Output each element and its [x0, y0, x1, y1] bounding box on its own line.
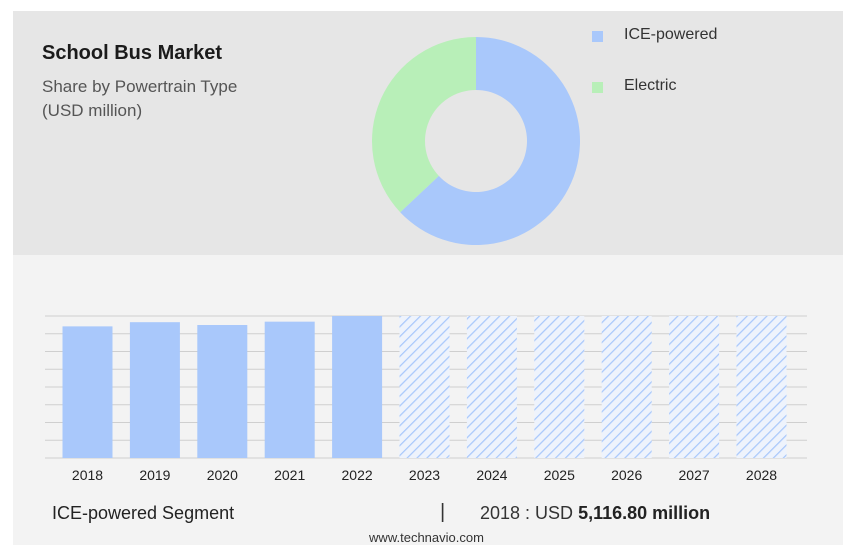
x-tick-2018: 2018 [72, 467, 103, 483]
bar-2021 [264, 321, 315, 458]
legend-label-electric: Electric [624, 77, 677, 94]
x-tick-2019: 2019 [139, 467, 170, 483]
footer-value: 2018 : USD 5,116.80 million [480, 503, 710, 524]
bar-2027 [669, 316, 720, 458]
donut-slice-ice-powered [400, 37, 580, 245]
chart-title: School Bus Market [42, 42, 223, 64]
bar-2025 [534, 316, 585, 458]
subtitle-line-1: Share by Powertrain Type [42, 77, 238, 96]
bar-chart: 2018 2019 2020 2021 2022 2023 2024 2025 2026 2027… [45, 315, 807, 483]
footer-segment: ICE-powered Segment [52, 503, 235, 523]
x-tick-2022: 2022 [342, 467, 373, 483]
bar-2024 [466, 316, 517, 458]
bar-2026 [601, 316, 652, 458]
chart-subtitle: Share by Powertrain Type (USD million) [42, 75, 302, 123]
source-text: www.technavio.com [369, 530, 484, 545]
bar-2023 [399, 316, 450, 458]
subtitle-line-2: (USD million) [42, 101, 143, 120]
bar-2020 [197, 325, 248, 458]
x-tick-2026: 2026 [611, 467, 642, 483]
x-tick-2024: 2024 [476, 467, 507, 483]
x-tick-2023: 2023 [409, 467, 440, 483]
x-tick-2021: 2021 [274, 467, 305, 483]
legend-swatch-ice [592, 31, 603, 42]
x-tick-2020: 2020 [207, 467, 238, 483]
bar-2019 [129, 322, 180, 458]
footer-value-prefix: 2018 : USD [480, 503, 574, 523]
x-tick-2028: 2028 [746, 467, 777, 483]
donut-slice-electric [372, 37, 476, 213]
x-tick-2027: 2027 [679, 467, 710, 483]
bar-2028 [736, 316, 787, 458]
footer-separator: | [440, 501, 446, 523]
legend-swatch-electric [592, 82, 603, 93]
donut-chart [372, 37, 580, 245]
x-tick-2025: 2025 [544, 467, 575, 483]
bar-2022 [332, 316, 383, 458]
footer-value-amount: 5,116.80 million [578, 503, 711, 523]
legend-label-ice: ICE-powered [624, 26, 718, 43]
bar-2018 [62, 326, 113, 458]
